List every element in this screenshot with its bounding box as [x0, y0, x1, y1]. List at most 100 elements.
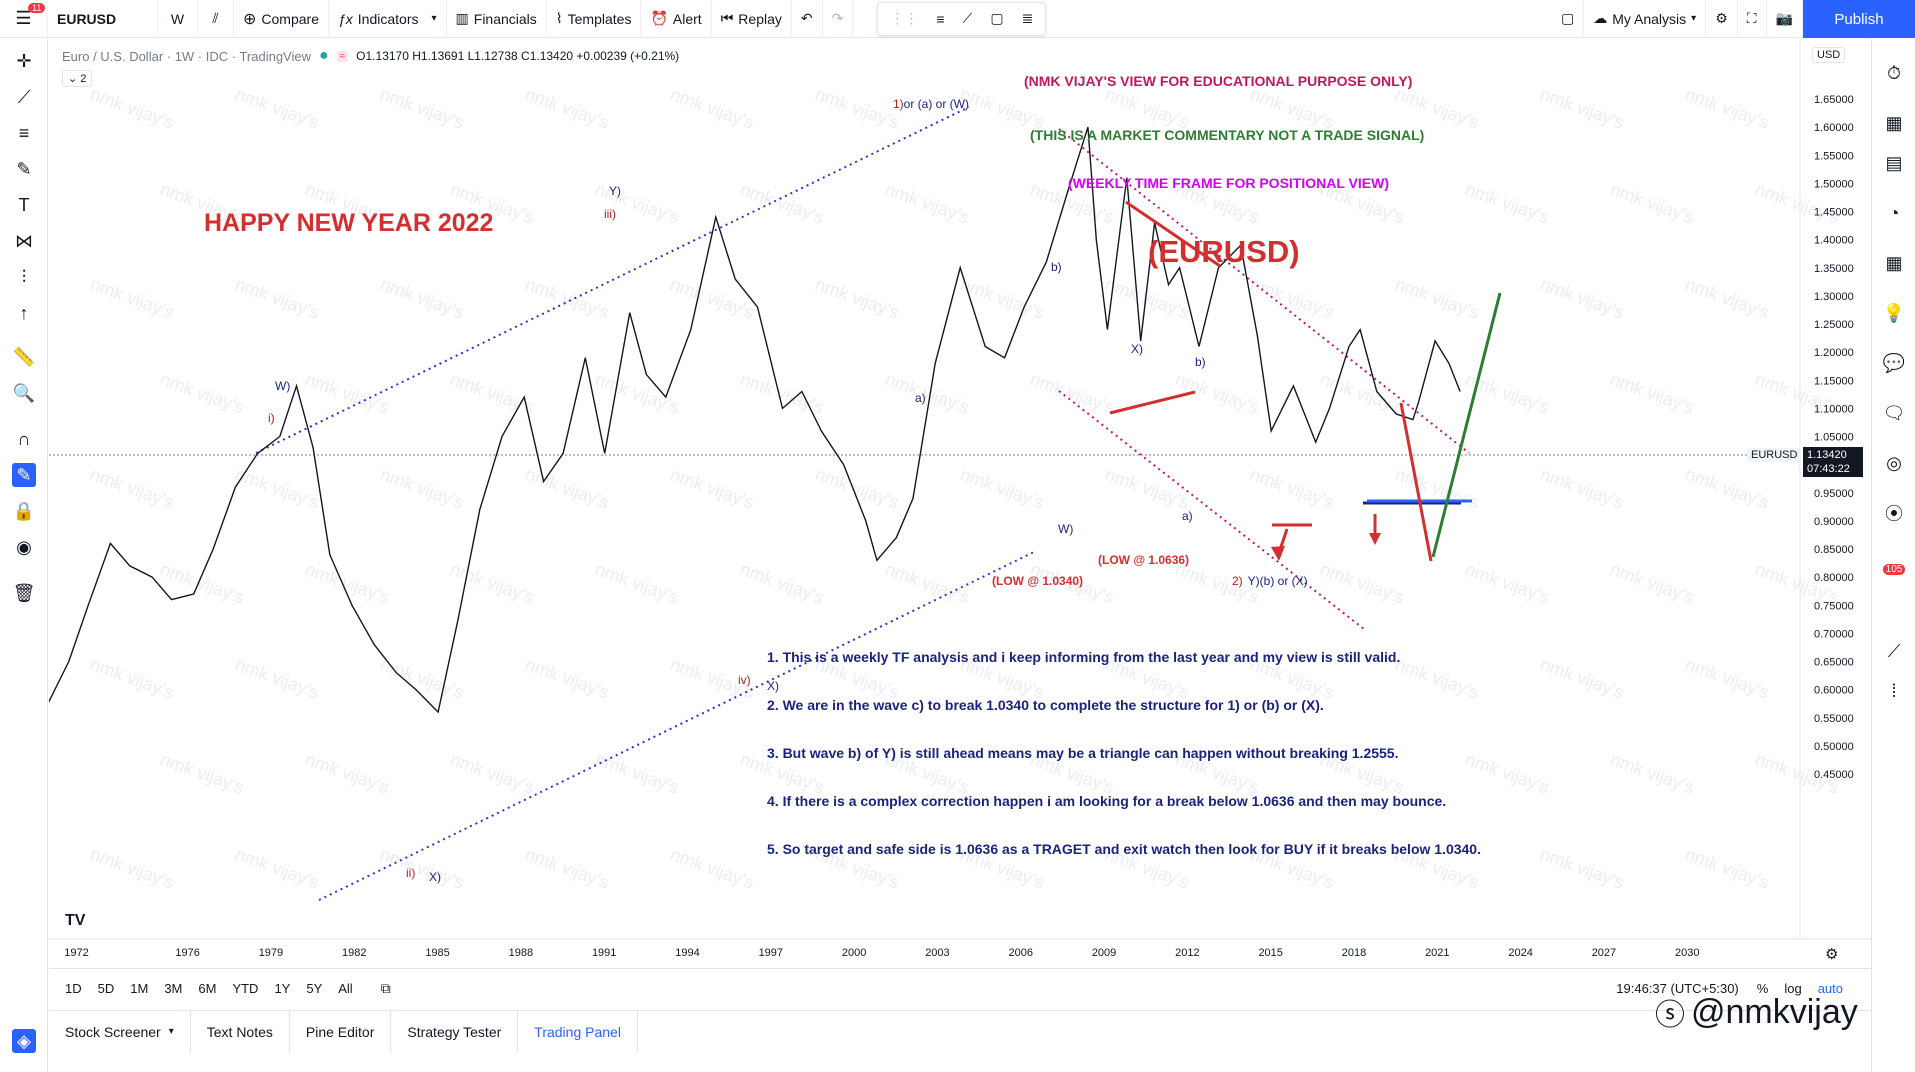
price-tick-label: 1.50000 [1814, 178, 1854, 190]
range-button[interactable]: 5Y [306, 981, 323, 996]
crosshair-icon[interactable]: ✛ [16, 50, 32, 71]
fib-icon[interactable]: ≣ [1021, 10, 1034, 26]
publish-button[interactable]: Publish [1803, 0, 1915, 38]
watermark-text: nmk vijay's [448, 559, 537, 608]
magnet-icon[interactable]: ∩ [17, 428, 31, 449]
time-tick-label: 1985 [425, 947, 449, 959]
watermark-text: nmk vijay's [378, 274, 467, 323]
comment-icon[interactable]: 🗨 [1882, 402, 1906, 423]
trend-line-icon[interactable]: ⟋ [962, 10, 973, 26]
tab-stock-screener[interactable]: Stock Screener ▾ [49, 1010, 191, 1053]
settings-button[interactable]: ⚙ [1706, 0, 1738, 38]
currency-selector[interactable]: USD [1812, 47, 1846, 63]
price-tick-label: 1.45000 [1814, 207, 1854, 219]
watchlist-icon[interactable]: ⏱ [1886, 62, 1902, 83]
forecast-tool-icon[interactable]: ⫶ [21, 266, 27, 287]
chat-icon[interactable]: 💬 [1882, 352, 1906, 373]
broadcast-icon[interactable]: ⦿ [1885, 504, 1903, 524]
object-tree-icon[interactable]: ◈ [12, 1029, 36, 1053]
trash-icon[interactable]: 🗑 [12, 582, 36, 603]
range-button[interactable]: 1Y [274, 981, 291, 996]
fullscreen-button[interactable]: ⛶ [1738, 0, 1767, 38]
time-tick-label: 2021 [1425, 947, 1449, 959]
layout-button[interactable]: ▢ [1552, 0, 1585, 38]
text-tool-icon[interactable]: T [18, 194, 30, 215]
ruler-icon[interactable]: 📏 [12, 346, 36, 367]
goto-date-button[interactable]: ⧉ [381, 980, 391, 997]
time-tick-label: 1982 [342, 947, 366, 959]
percent-toggle[interactable]: % [1756, 981, 1769, 996]
watermark-text: nmk vijay's [1248, 274, 1337, 323]
zoom-in-icon[interactable]: 🔍 [12, 382, 36, 403]
clock-icon[interactable]: ◔ [1888, 202, 1900, 223]
redo-icon: ↷ [831, 10, 844, 26]
symbol-search-button[interactable]: EURUSD [48, 0, 158, 38]
legend-title[interactable]: Euro / U.S. Dollar · 1W · IDC · TradingV… [62, 48, 311, 64]
trend-icon[interactable]: ⟋ [1887, 640, 1901, 661]
price-tick-label: 1.60000 [1814, 122, 1854, 134]
drag-handle-icon[interactable]: ⋮⋮ [890, 10, 919, 26]
range-button[interactable]: 1M [130, 981, 149, 996]
watermark-text: nmk vijay's [1683, 464, 1772, 513]
chevron-down-icon: ⌄ [68, 73, 78, 85]
lock-icon[interactable]: 🔒 [12, 500, 36, 521]
replay-button[interactable]: ⏮ Replay [712, 0, 792, 38]
tab-trading-panel[interactable]: Trading Panel [518, 1010, 638, 1053]
range-button[interactable]: YTD [232, 981, 259, 996]
tab-pine-editor[interactable]: Pine Editor [290, 1010, 392, 1053]
watermark-text: nmk vijay's [88, 464, 177, 513]
time-tick-label: 2006 [1009, 947, 1033, 959]
notifications-icon[interactable]: 105 [1882, 557, 1906, 581]
log-toggle[interactable]: log [1784, 981, 1802, 996]
chart-type-button[interactable]: ⫽ [198, 0, 234, 38]
range-button[interactable]: 5D [97, 981, 115, 996]
templates-button[interactable]: ⌇ Templates [547, 0, 642, 38]
range-button[interactable]: 6M [198, 981, 217, 996]
trend-line-tool-icon[interactable]: ⟋ [17, 86, 31, 107]
interval-button[interactable]: W [158, 0, 198, 38]
financials-label: Financials [473, 10, 537, 27]
range-button[interactable]: 1D [65, 981, 82, 996]
grid-icon[interactable]: ▦ [1885, 252, 1903, 273]
snapshot-button[interactable]: 📷 [1767, 0, 1803, 38]
pattern-tool-icon[interactable]: ⋈ [15, 230, 33, 251]
watermark-text: nmk vijay's [1393, 274, 1482, 323]
undo-button[interactable]: ↶ [792, 0, 823, 38]
streams-icon[interactable]: ◎ [1886, 452, 1902, 473]
watermark-text: nmk vijay's [593, 369, 682, 418]
arrow-tool-icon[interactable]: ↑ [19, 302, 29, 323]
fib-tool-icon[interactable]: ≡ [18, 122, 30, 143]
brush-tool-icon[interactable]: ✎ [16, 158, 32, 179]
dots-grid-icon[interactable]: ⁞ [1891, 680, 1897, 701]
watermark-text: nmk vijay's [1028, 369, 1117, 418]
main-menu-button[interactable]: ☰ 11 [0, 0, 48, 38]
my-analysis-button[interactable]: ☁ My Analysis ▾ [1584, 0, 1707, 38]
lines-icon[interactable]: ≡ [936, 10, 945, 27]
tab-strategy-tester[interactable]: Strategy Tester [391, 1010, 519, 1053]
compare-button[interactable]: ⊕ Compare [234, 0, 329, 38]
watermark-text: nmk vijay's [303, 559, 392, 608]
calendar-icon[interactable]: ▦ [1885, 112, 1903, 133]
wave-label-w: W) [275, 379, 290, 393]
wave-label-x3: X) [1131, 342, 1143, 356]
rectangle-icon[interactable]: ▢ [990, 10, 1004, 26]
watermark-text: nmk vijay's [1463, 559, 1552, 608]
auto-toggle[interactable]: auto [1817, 981, 1843, 996]
eye-icon[interactable]: ◉ [16, 536, 32, 557]
redo-button[interactable]: ↷ [823, 0, 854, 38]
financials-button[interactable]: ▥ Financials [447, 0, 547, 38]
range-button[interactable]: 3M [164, 981, 183, 996]
stay-drawing-icon[interactable]: ✎ [12, 463, 36, 487]
ohlc-values: O1.13170 H1.13691 L1.12738 C1.13420 +0.0… [356, 49, 679, 63]
clock-time[interactable]: 19:46:37 (UTC+5:30) [1616, 981, 1739, 996]
alert-button[interactable]: ⏰ Alert [641, 0, 712, 38]
lightbulb-icon[interactable]: 💡 [1882, 302, 1906, 323]
indicator-toggle[interactable]: ⌄ 2 [62, 70, 93, 87]
indicators-button[interactable]: ƒx Indicators ▾ [329, 0, 447, 38]
news-icon[interactable]: ▤ [1885, 152, 1903, 173]
range-button[interactable]: All [338, 981, 353, 996]
tab-text-notes[interactable]: Text Notes [191, 1010, 290, 1053]
price-chart[interactable]: nmk vijay's nmk vijay's nmk vijay's nmk vij… [49, 39, 1871, 969]
price-tick-label: 0.90000 [1814, 516, 1854, 528]
axis-settings-button[interactable]: ⚙ [1825, 945, 1838, 963]
